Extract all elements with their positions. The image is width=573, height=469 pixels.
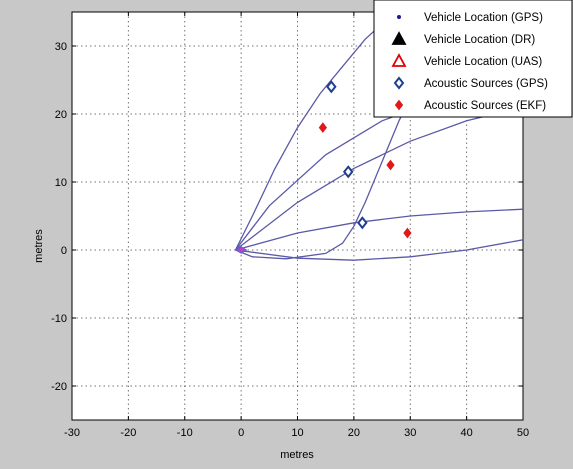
x-tick-label: 40 <box>461 427 473 439</box>
acoustic-source-ekf-marker <box>403 227 412 239</box>
x-tick-label: -10 <box>177 427 193 439</box>
acoustic-source-ekf-marker <box>318 122 328 133</box>
legend-marker-triangle <box>391 53 407 67</box>
legend-box <box>373 0 573 118</box>
acoustic-source-gps-marker <box>357 216 368 230</box>
legend-marker-diamond-filled <box>394 99 404 111</box>
legend-label: Acoustic Sources (GPS) <box>424 78 548 90</box>
data-markers <box>235 80 412 254</box>
y-tick-label: 0 <box>61 245 67 257</box>
acoustic-source-gps-marker <box>326 80 337 94</box>
y-axis-label: metres <box>33 229 45 263</box>
legend: Vehicle Location (GPS) Vehicle Location (… <box>373 0 573 118</box>
y-tick-label: 10 <box>55 177 67 189</box>
y-tick-label: 20 <box>55 109 67 121</box>
beam-curve <box>235 86 417 260</box>
legend-marker-diamond-open <box>393 76 405 90</box>
x-tick-label: 30 <box>404 427 416 439</box>
beam-curve <box>235 106 523 251</box>
x-tick-label: -20 <box>120 427 136 439</box>
x-tick-label: 50 <box>517 427 529 439</box>
axes: -30 -20 -10 0 10 20 30 40 50 -20 -10 0 10 20 30 <box>51 12 529 439</box>
legend-marker-triangle <box>391 31 407 45</box>
legend-label: Vehicle Location (DR) <box>424 34 535 46</box>
vehicle-start-marker <box>235 246 248 254</box>
legend-label: Vehicle Location (UAS) <box>424 56 542 68</box>
x-tick-label: -30 <box>64 427 80 439</box>
y-tick-label: -10 <box>51 313 67 325</box>
y-tick-label: -20 <box>51 381 67 393</box>
x-axis-label: metres <box>280 449 314 461</box>
legend-label: Vehicle Location (GPS) <box>424 12 543 24</box>
y-tick-label: 30 <box>55 41 67 53</box>
beam-curve <box>235 239 523 261</box>
legend-label: Acoustic Sources (EKF) <box>424 100 546 112</box>
x-tick-label: 0 <box>238 427 244 439</box>
beam-curve <box>235 208 523 251</box>
acoustic-source-gps-marker <box>342 165 354 179</box>
x-tick-label: 20 <box>348 427 360 439</box>
acoustic-source-ekf-marker <box>386 159 395 171</box>
x-tick-label: 10 <box>291 427 303 439</box>
legend-marker-gps-dot <box>397 15 401 19</box>
